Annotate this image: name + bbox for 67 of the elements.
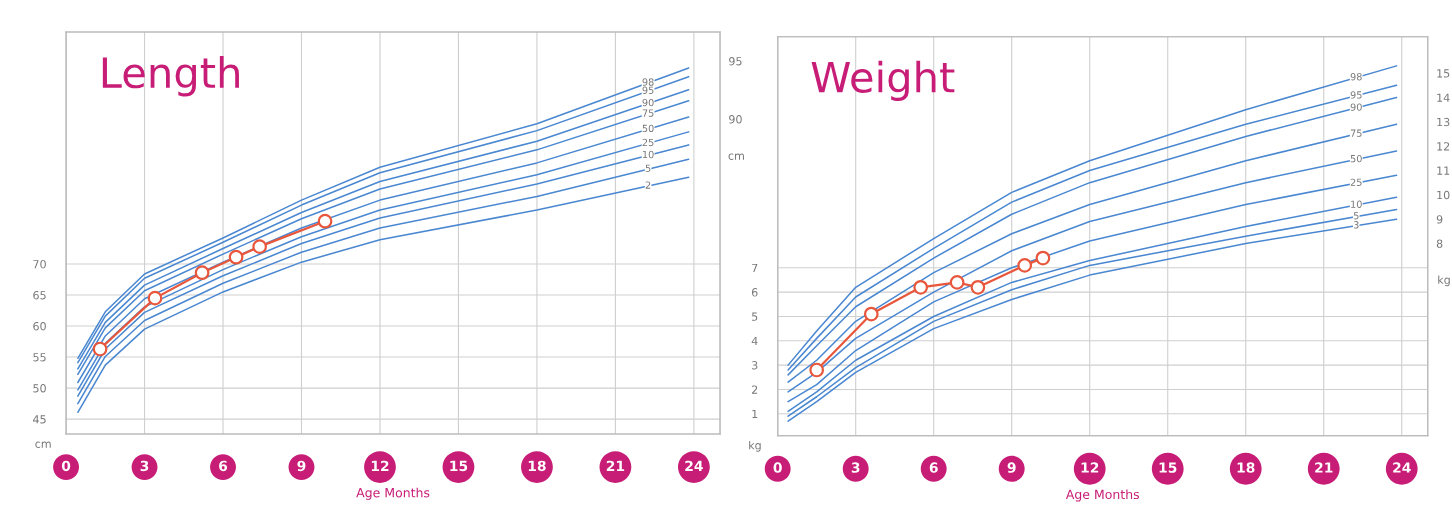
- series-label: 10: [1351, 200, 1362, 208]
- series-label: 2: [645, 181, 651, 189]
- x-tick-label: 0: [61, 460, 71, 472]
- series-label: 75: [642, 109, 654, 117]
- y2-tick-label: 90: [729, 115, 742, 124]
- series-label: 98: [1350, 73, 1362, 81]
- y2-tick-label: 12: [1437, 142, 1450, 151]
- y-tick-label: 1: [752, 409, 758, 418]
- y-tick-label: 7: [752, 263, 758, 273]
- x-tick-label: 18: [1237, 462, 1255, 473]
- series-label: 90: [642, 98, 654, 107]
- x-tick-label: 18: [528, 460, 546, 472]
- y-tick-label: 3: [752, 361, 758, 370]
- series-label: 95: [642, 86, 654, 94]
- y-tick-label: 45: [33, 415, 46, 424]
- y2-tick-label: 9: [1436, 215, 1443, 224]
- y2-tick-label: 15: [1437, 69, 1450, 78]
- x-tick-label: 3: [140, 460, 149, 472]
- x-tick-label: 21: [606, 460, 625, 471]
- y-tick-label: 4: [751, 336, 758, 346]
- series-label: 5: [645, 164, 651, 172]
- y-tick-label: 5: [752, 312, 758, 321]
- series-label: 50: [1350, 154, 1362, 163]
- series-label: 3: [1353, 221, 1359, 229]
- y-tick-label: 2: [751, 385, 758, 394]
- y-tick-label: 50: [33, 384, 46, 393]
- x-tick-label: 15: [450, 460, 468, 472]
- y-axis-title: kg: [749, 440, 761, 452]
- y-tick-label: 70: [33, 259, 46, 269]
- y2-tick-label: 11: [1437, 166, 1450, 175]
- y2-tick-label: 8: [1436, 239, 1443, 248]
- y2-tick-label: 13: [1437, 117, 1450, 127]
- series-label: 5: [1353, 212, 1359, 220]
- x-tick-label: 24: [685, 460, 703, 471]
- x-tick-label: 9: [1007, 462, 1016, 473]
- y2-tick-label: 14: [1437, 93, 1450, 102]
- x-tick-label: 12: [1081, 462, 1099, 473]
- x-tick-label: 6: [219, 460, 228, 472]
- y-tick-label: 60: [33, 322, 46, 331]
- series-label: 75: [1350, 129, 1362, 137]
- y2-axis-title: kg: [1438, 275, 1450, 287]
- x-tick-label: 15: [1159, 462, 1177, 473]
- series-label: 10: [642, 150, 654, 159]
- series-label: 98: [642, 78, 654, 86]
- y-tick-label: 6: [751, 288, 758, 297]
- y-tick-label: 65: [33, 291, 46, 300]
- series-label: 95: [1350, 91, 1362, 99]
- x-tick-label: 9: [297, 460, 306, 472]
- series-label: 50: [642, 124, 654, 133]
- x-tick-label: 24: [1393, 462, 1411, 473]
- x-tick-label: 12: [371, 460, 389, 471]
- x-tick-label: 0: [773, 462, 782, 473]
- y2-tick-label: 10: [1437, 190, 1450, 200]
- series-label: 25: [642, 138, 654, 147]
- x-axis-title: Age Months: [1065, 489, 1140, 502]
- series-label: 90: [1350, 103, 1362, 111]
- series-label: 25: [1350, 178, 1362, 186]
- x-axis-title: Age Months: [356, 487, 430, 500]
- x-tick-label: 21: [1315, 462, 1333, 473]
- text: Length: [102, 56, 239, 97]
- text: Weight: [811, 60, 955, 101]
- y2-axis-title: cm: [728, 153, 744, 160]
- y2-tick-label: 95: [729, 57, 742, 66]
- x-tick-label: 6: [929, 462, 938, 473]
- y-tick-label: 55: [33, 353, 46, 362]
- y-axis-title: cm: [35, 441, 51, 448]
- x-tick-label: 3: [851, 462, 860, 473]
